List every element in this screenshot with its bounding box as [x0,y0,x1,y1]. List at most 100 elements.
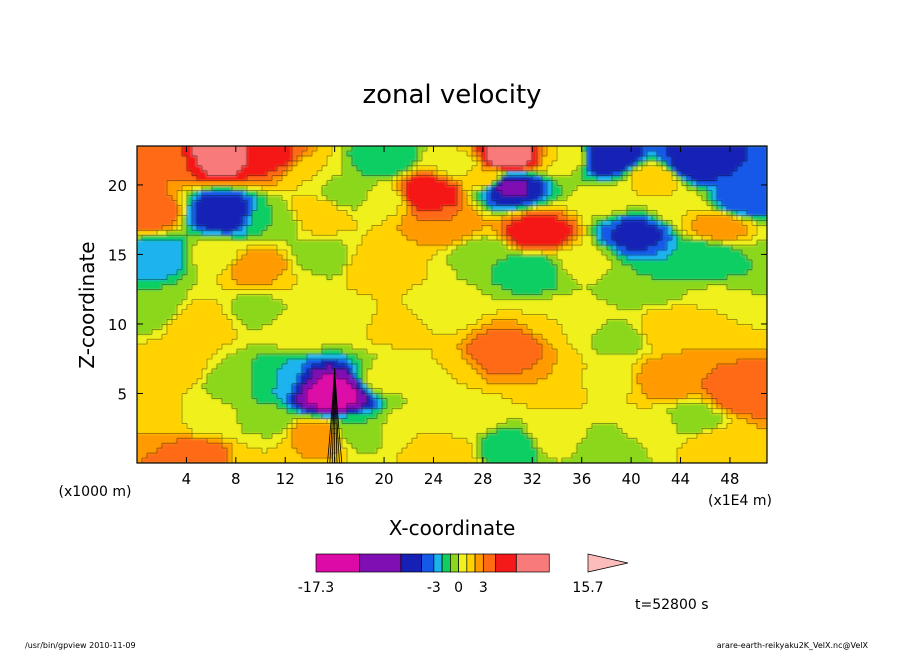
contour-cell [686,363,693,370]
contour-cell [726,403,733,409]
contour-cell [341,279,348,286]
contour-cell [551,289,558,295]
contour-cell [286,388,293,395]
contour-cell [566,309,573,315]
contour-cell [371,299,378,305]
contour-cell [481,294,488,300]
contour-cell [481,373,488,380]
contour-cell [686,452,693,459]
contour-cell [201,393,208,400]
contour-cell [251,368,258,375]
contour-cell [216,318,223,325]
contour-cell [676,294,683,300]
contour-cell [406,378,413,385]
contour-cell [281,358,288,365]
contour-cell [681,279,688,286]
contour-cell [656,314,663,320]
contour-cell [186,299,193,305]
contour-cell [666,318,673,325]
contour-cell [606,348,613,355]
contour-cell [751,437,758,444]
contour-cell [346,418,353,424]
contour-cell [396,378,403,385]
contour-cell [386,304,393,310]
contour-cell [631,437,638,444]
contour-cell [681,373,688,380]
contour-cell [471,432,478,439]
contour-cell [656,348,663,355]
contour-cell [716,299,723,305]
contour-cell [306,378,313,385]
contour-cell [706,274,713,281]
contour-cell [576,294,583,300]
contour-cell [546,338,553,345]
contour-cell [511,393,518,400]
contour-cell [706,284,713,291]
contour-cell [156,427,163,434]
contour-cell [316,413,323,419]
contour-cell [726,348,733,355]
contour-cell [146,373,153,380]
contour-cell [496,398,503,404]
contour-cell [641,398,648,404]
contour-cell [201,289,208,295]
contour-cell [351,422,358,429]
contour-cell [466,447,473,454]
contour-cell [511,269,518,276]
contour-cell [721,309,728,315]
contour-cell [336,333,343,340]
contour-cell [186,274,193,281]
contour-cell [756,437,763,444]
contour-cell [621,338,628,345]
contour-cell [311,269,318,276]
contour-cell [681,309,688,315]
contour-cell [166,432,173,439]
contour-cell [681,368,688,375]
contour-cell [641,452,648,459]
contour-cell [561,442,568,449]
contour-cell [581,457,588,463]
contour-cell [626,393,633,400]
contour-cell [611,388,618,395]
contour-cell [666,447,673,454]
contour-cell [256,413,263,419]
contour-cell [501,393,508,400]
contour-cell [546,437,553,444]
contour-cell [391,299,398,305]
contour-cell [456,264,463,271]
contour-cell [341,398,348,404]
contour-cell [411,289,418,295]
contour-cell [401,343,408,350]
contour-cell [571,294,578,300]
contour-cell [456,447,463,454]
contour-cell [206,418,213,424]
contour-cell [276,403,283,409]
contour-cell [286,432,293,439]
contour-cell [296,393,303,400]
contour-cell [141,368,148,375]
contour-cell [306,274,313,281]
contour-cell [526,323,533,330]
contour-cell [421,427,428,434]
contour-cell [346,457,353,463]
contour-cell [191,318,198,325]
contour-cell [706,333,713,340]
contour-cell [696,363,703,370]
contour-cell [271,378,278,385]
contour-cell [336,398,343,404]
contour-cell [266,432,273,439]
contour-cell [406,368,413,375]
contour-cell [721,343,728,350]
contour-cell [536,422,543,429]
contour-cell [266,373,273,380]
contour-cell [466,353,473,360]
contour-cell [596,343,603,350]
contour-cell [236,388,243,395]
contour-cell [226,318,233,325]
contour-cell [441,373,448,380]
contour-cell [541,452,548,459]
contour-cell [496,363,503,370]
contour-cell [491,418,498,424]
contour-cell [761,279,767,286]
contour-cell [391,413,398,419]
